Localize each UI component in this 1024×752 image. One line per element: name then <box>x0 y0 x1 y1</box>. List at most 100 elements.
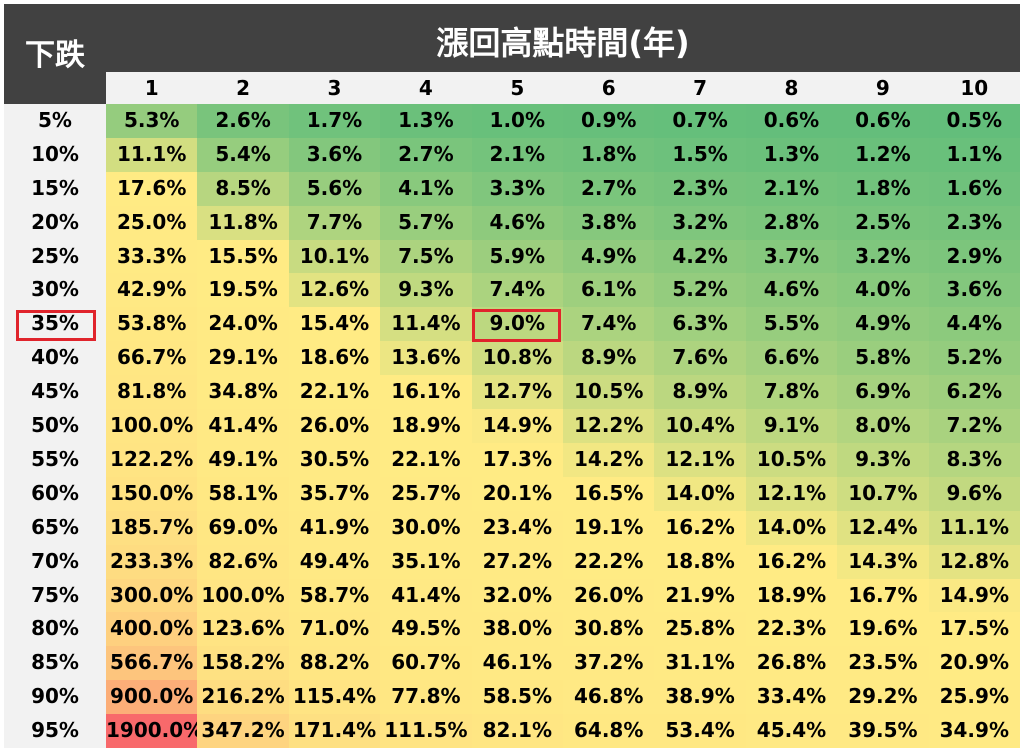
cell-r65-c6: 19.1% <box>563 510 655 545</box>
row-headers: 5% 10% 15% 20% 25% 30% 35% 40% 45% 50% 55% 60% 65% 70… <box>4 104 106 748</box>
cell-r25-c7: 4.2% <box>654 239 746 274</box>
cell-r80-c9: 19.6% <box>837 612 929 647</box>
row-header-35: 35% <box>31 311 79 336</box>
cell-r90-c2: 216.2% <box>197 680 289 715</box>
cell-r40-c4: 13.6% <box>380 341 472 376</box>
cell-r30-c3: 12.6% <box>288 273 381 308</box>
cell-r40-c8: 6.6% <box>745 341 838 376</box>
row-header-30: 30% <box>31 277 79 302</box>
cell-r25-c3: 10.1% <box>288 239 381 274</box>
cell-r25-c9: 3.2% <box>837 239 929 274</box>
cell-r15-c10: 1.6% <box>928 171 1020 206</box>
heatmap-grid: 5.3% 2.6% 1.7% 1.3% 1.0% 0.9% 0.7% 0.6% 0.6% 0.5%… <box>106 104 1020 748</box>
cell-r80-c4: 49.5% <box>380 612 472 647</box>
cell-r95-c1: 1900.0% <box>106 714 203 748</box>
cell-r10-c8: 1.3% <box>745 137 838 172</box>
cell-r85-c7: 31.1% <box>654 646 746 681</box>
cell-r20-c7: 3.2% <box>654 205 746 240</box>
cell-r35-c5: 9.0% <box>471 307 563 342</box>
cell-r40-c7: 7.6% <box>654 341 746 376</box>
cell-r20-c4: 5.7% <box>380 205 472 240</box>
cell-r30-c5: 7.4% <box>471 273 563 308</box>
cell-r30-c7: 5.2% <box>654 273 746 308</box>
cell-r65-c10: 11.1% <box>928 510 1020 545</box>
cell-r70-c2: 82.6% <box>197 544 289 579</box>
column-header-10: 10 <box>960 76 989 100</box>
cell-r60-c8: 12.1% <box>745 476 838 511</box>
cell-r90-c8: 33.4% <box>745 680 838 715</box>
cell-r65-c5: 23.4% <box>471 510 563 545</box>
row-header-70: 70% <box>31 548 79 573</box>
cell-r60-c10: 9.6% <box>928 476 1020 511</box>
cell-r30-c8: 4.6% <box>745 273 838 308</box>
cell-r55-c1: 122.2% <box>106 442 198 477</box>
cell-r10-c9: 1.2% <box>837 137 929 172</box>
cell-r35-c1: 53.8% <box>106 307 198 342</box>
cell-r70-c4: 35.1% <box>380 544 472 579</box>
cell-r55-c5: 17.3% <box>471 442 563 477</box>
cell-r40-c10: 5.2% <box>928 341 1020 376</box>
cell-r15-c9: 1.8% <box>837 171 929 206</box>
cell-r65-c9: 12.4% <box>837 510 929 545</box>
cell-r80-c7: 25.8% <box>654 612 746 647</box>
cell-r50-c6: 12.2% <box>563 409 655 443</box>
row-header-5: 5% <box>38 108 72 132</box>
cell-r55-c8: 10.5% <box>745 442 838 477</box>
cell-r45-c7: 8.9% <box>654 375 746 410</box>
column-header-7: 7 <box>693 76 708 100</box>
cell-r60-c4: 25.7% <box>380 476 472 511</box>
cell-r30-c9: 4.0% <box>837 273 929 308</box>
cell-r70-c3: 49.4% <box>288 544 381 579</box>
cell-r70-c8: 16.2% <box>745 544 838 579</box>
cell-r15-c7: 2.3% <box>654 171 746 206</box>
cell-r5-c3: 1.7% <box>288 104 381 138</box>
cell-r85-c10: 20.9% <box>928 646 1020 681</box>
cell-r15-c4: 4.1% <box>380 171 472 206</box>
cell-r85-c6: 37.2% <box>563 646 655 681</box>
cell-r60-c6: 16.5% <box>563 476 655 511</box>
cell-r65-c4: 30.0% <box>380 510 472 545</box>
row-header-75: 75% <box>31 582 79 607</box>
cell-r55-c3: 30.5% <box>288 442 381 477</box>
cell-r45-c10: 6.2% <box>928 375 1020 410</box>
cell-r20-c6: 3.8% <box>563 205 655 240</box>
cell-r15-c2: 8.5% <box>197 171 289 206</box>
cell-r5-c7: 0.7% <box>654 104 746 138</box>
cell-r25-c5: 5.9% <box>471 239 563 274</box>
cell-r10-c1: 11.1% <box>106 137 198 172</box>
cell-r80-c6: 30.8% <box>563 612 655 647</box>
cell-r75-c7: 21.9% <box>654 578 746 613</box>
drop-header: 下跌 <box>4 4 106 104</box>
cell-r45-c5: 12.7% <box>471 375 563 410</box>
cell-r55-c4: 22.1% <box>380 442 472 477</box>
cell-r50-c3: 26.0% <box>288 409 381 443</box>
row-header-20: 20% <box>31 209 79 234</box>
cell-r95-c8: 45.4% <box>745 714 838 748</box>
cell-r20-c8: 2.8% <box>745 205 838 240</box>
cell-r95-c4: 111.5% <box>380 714 472 748</box>
cell-r40-c6: 8.9% <box>563 341 655 376</box>
cell-r30-c4: 9.3% <box>380 273 472 308</box>
column-header-1: 1 <box>144 76 159 100</box>
cell-r55-c6: 14.2% <box>563 442 655 477</box>
cell-r90-c4: 77.8% <box>380 680 472 715</box>
column-header-4: 4 <box>418 76 433 100</box>
cell-r45-c2: 34.8% <box>197 375 289 410</box>
cell-r55-c9: 9.3% <box>837 442 929 477</box>
cell-r55-c10: 8.3% <box>928 442 1020 477</box>
row-header-80: 80% <box>31 616 79 641</box>
cell-r40-c5: 10.8% <box>471 341 563 376</box>
cell-r15-c3: 5.6% <box>288 171 381 206</box>
cell-r75-c8: 18.9% <box>745 578 838 613</box>
cell-r25-c10: 2.9% <box>928 239 1020 274</box>
recovery-years-header: 漲回高點時間(年) <box>106 4 1020 72</box>
cell-r55-c7: 12.1% <box>654 442 746 477</box>
cell-r35-c6: 7.4% <box>563 307 655 342</box>
row-header-50: 50% <box>31 413 79 438</box>
cell-r10-c4: 2.7% <box>380 137 472 172</box>
cell-r20-c5: 4.6% <box>471 205 563 240</box>
cell-r95-c6: 64.8% <box>563 714 655 748</box>
cell-r95-c3: 171.4% <box>288 714 381 748</box>
cell-r45-c4: 16.1% <box>380 375 472 410</box>
cell-r30-c2: 19.5% <box>197 273 289 308</box>
